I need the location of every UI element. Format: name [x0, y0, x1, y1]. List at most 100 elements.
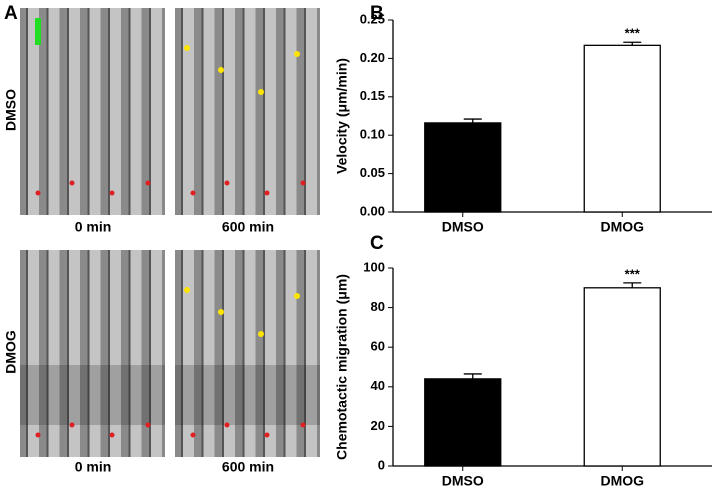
- x-tick-label: DMSO: [442, 219, 484, 235]
- start-marker: [35, 190, 41, 196]
- bar: [424, 122, 502, 213]
- channel: [304, 8, 317, 215]
- channel-edge: [201, 250, 204, 457]
- channel: [67, 8, 80, 215]
- channel-edge: [149, 8, 151, 215]
- panel-letter: C: [370, 233, 384, 254]
- channel: [108, 8, 121, 215]
- panel-letter: B: [370, 3, 384, 24]
- x-tick-label: DMOG: [600, 473, 644, 489]
- channel: [87, 250, 101, 457]
- channel-edge: [304, 250, 306, 457]
- channel: [263, 250, 276, 457]
- x-tick-label: DMSO: [442, 473, 484, 489]
- y-tick-label: 0.00: [360, 203, 385, 218]
- y-tick-label: 20: [371, 418, 385, 433]
- start-marker: [300, 180, 306, 186]
- channel: [67, 250, 80, 457]
- channel: [201, 8, 215, 215]
- end-marker: [184, 287, 190, 293]
- channel: [181, 8, 194, 215]
- start-marker: [109, 432, 115, 438]
- start-marker: [109, 190, 115, 196]
- y-tick-label: 0: [378, 457, 385, 472]
- end-marker: [218, 67, 224, 73]
- y-axis-label: Velocity (μm/min): [334, 58, 350, 174]
- y-tick-label: 0.20: [360, 50, 385, 65]
- start-marker: [69, 180, 75, 186]
- channel-edge: [283, 8, 286, 215]
- significance: ***: [625, 266, 641, 281]
- start-marker: [145, 180, 151, 186]
- significance: ***: [625, 26, 641, 41]
- channel: [242, 250, 256, 457]
- channel-edge: [242, 250, 245, 457]
- channel-edge: [67, 250, 69, 457]
- channel-edge: [26, 250, 28, 457]
- channel: [283, 8, 297, 215]
- channel-edge: [263, 250, 265, 457]
- channel: [149, 8, 162, 215]
- y-tick-label: 40: [371, 378, 385, 393]
- channel: [26, 250, 39, 457]
- channel-edge: [242, 8, 245, 215]
- channel: [108, 250, 121, 457]
- channel-edge: [283, 250, 286, 457]
- row-label: DMSO: [3, 89, 19, 131]
- channel: [201, 250, 215, 457]
- channel: [46, 8, 60, 215]
- channel: [181, 250, 194, 457]
- y-tick-label: 100: [363, 259, 385, 274]
- start-marker: [264, 190, 270, 196]
- row-label: DMOG: [3, 330, 19, 374]
- channel-edge: [304, 8, 306, 215]
- channel-edge: [222, 8, 224, 215]
- y-tick-label: 80: [371, 299, 385, 314]
- end-marker: [218, 309, 224, 315]
- y-tick-label: 60: [371, 339, 385, 354]
- y-tick-label: 0.10: [360, 127, 385, 142]
- channel-edge: [87, 8, 90, 215]
- channel: [222, 250, 235, 457]
- channel-edge: [67, 8, 69, 215]
- end-marker: [294, 51, 300, 57]
- channel: [304, 250, 317, 457]
- x-tick-label: DMOG: [600, 219, 644, 235]
- channel-edge: [128, 250, 131, 457]
- channel-edge: [222, 250, 224, 457]
- channel-edge: [181, 8, 183, 215]
- start-marker: [35, 432, 41, 438]
- channel-edge: [108, 250, 110, 457]
- end-marker: [184, 45, 190, 51]
- channel-edge: [87, 250, 90, 457]
- time-label: 0 min: [75, 459, 112, 475]
- channel-edge: [201, 8, 204, 215]
- channel: [149, 250, 162, 457]
- channel-edge: [181, 250, 183, 457]
- channel-edge: [26, 8, 28, 215]
- bar: [424, 378, 502, 467]
- time-label: 600 min: [222, 219, 274, 235]
- channel: [46, 250, 60, 457]
- start-marker: [300, 422, 306, 428]
- channel-edge: [46, 8, 49, 215]
- y-tick-label: 0.05: [360, 165, 385, 180]
- start-marker: [69, 422, 75, 428]
- channel: [26, 8, 39, 215]
- start-marker: [224, 422, 230, 428]
- channel-edge: [46, 250, 49, 457]
- band: [175, 365, 320, 425]
- band: [20, 365, 165, 425]
- start-marker: [264, 432, 270, 438]
- channel: [242, 8, 256, 215]
- channel: [283, 250, 297, 457]
- end-marker: [258, 89, 264, 95]
- y-tick-label: 0.25: [360, 11, 385, 26]
- start-marker: [190, 190, 196, 196]
- scale-bar: [35, 18, 41, 45]
- time-label: 0 min: [75, 219, 112, 235]
- channel: [263, 8, 276, 215]
- end-marker: [294, 293, 300, 299]
- channel-edge: [108, 8, 110, 215]
